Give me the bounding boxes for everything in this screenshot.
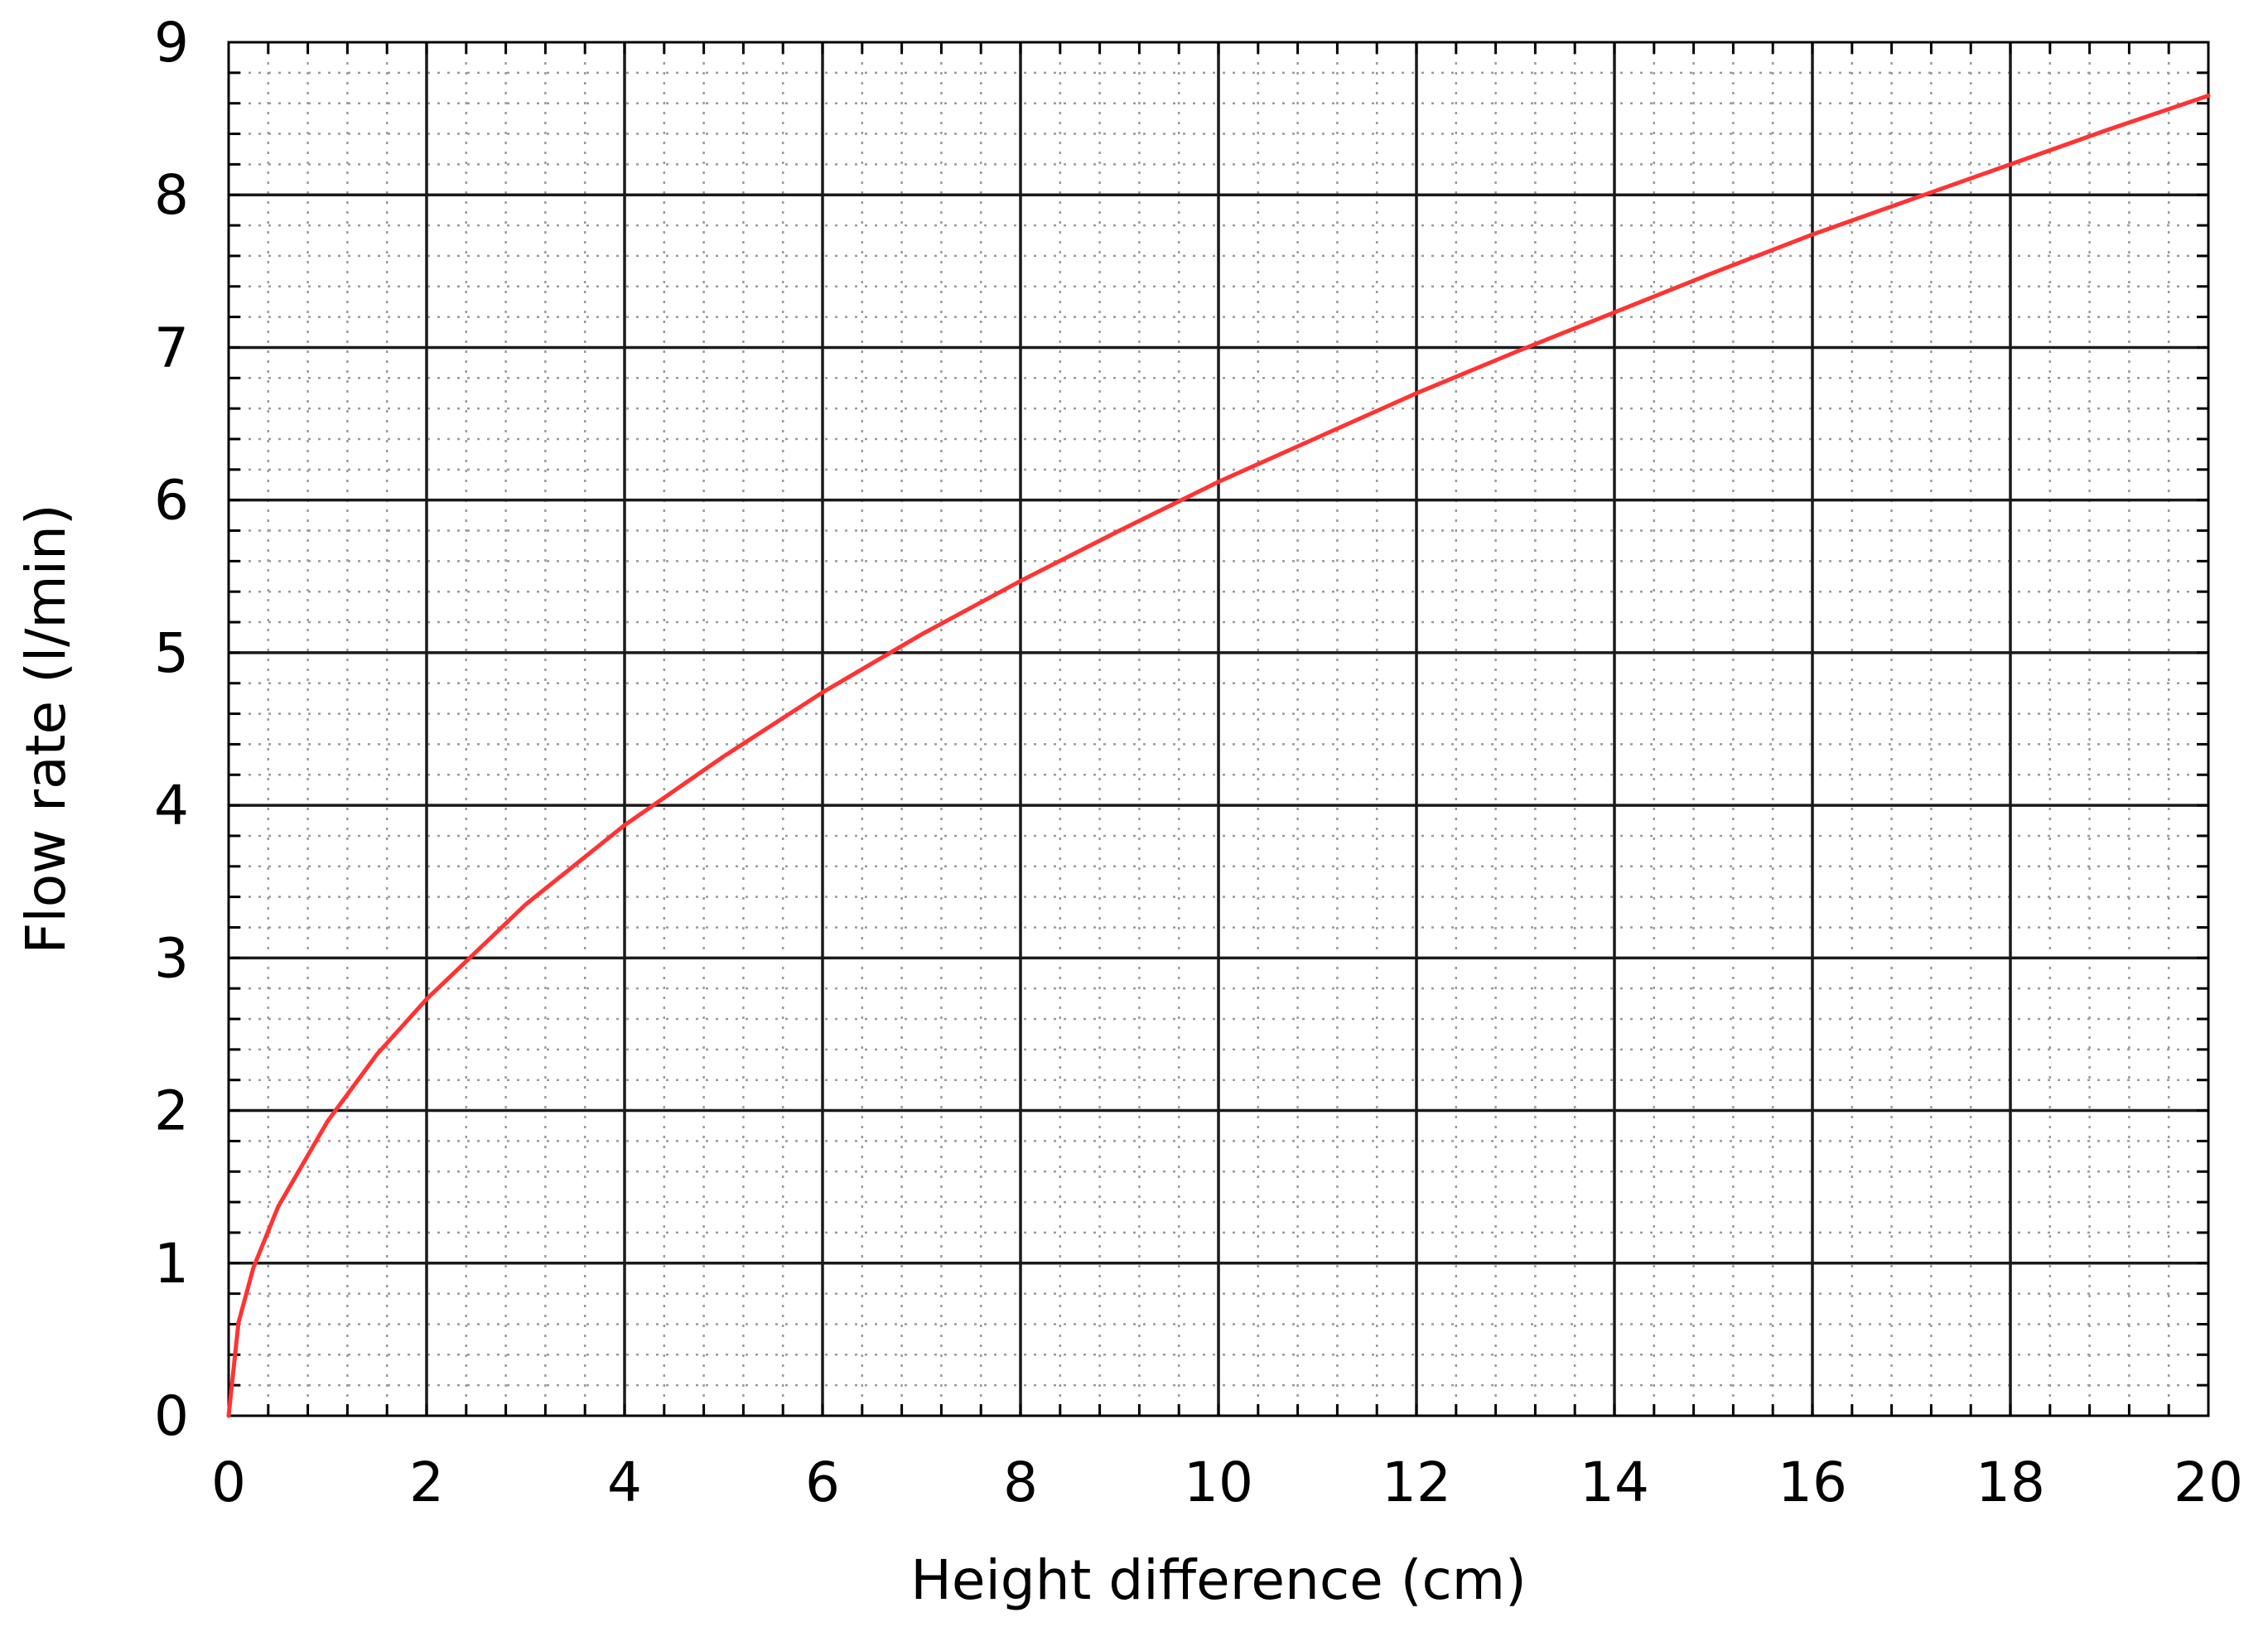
x-tick-label: 2 [409, 1451, 444, 1514]
y-tick-label: 7 [154, 316, 189, 379]
y-tick-label: 1 [154, 1232, 189, 1296]
x-tick-label: 20 [2174, 1451, 2243, 1514]
y-tick-label: 3 [154, 926, 189, 990]
x-tick-label: 16 [1778, 1451, 1847, 1514]
x-tick-label: 12 [1382, 1451, 1451, 1514]
y-tick-labels: 0 1 2 3 4 5 6 7 8 9 [154, 11, 189, 1448]
x-tick-label: 4 [607, 1451, 642, 1514]
x-tick-label: 6 [805, 1451, 840, 1514]
axis-ticks [229, 42, 2208, 1416]
x-tick-label: 14 [1580, 1451, 1649, 1514]
y-tick-label: 2 [154, 1079, 189, 1143]
x-tick-label: 18 [1976, 1451, 2045, 1514]
x-axis-title: Height difference (cm) [910, 1548, 1527, 1612]
minor-grid [229, 42, 2208, 1416]
x-tick-label: 0 [211, 1451, 246, 1514]
plot-frame [227, 41, 2210, 1417]
major-grid [229, 42, 2208, 1416]
y-tick-label: 5 [154, 621, 189, 685]
y-tick-label: 4 [154, 774, 189, 838]
y-tick-label: 8 [154, 163, 189, 227]
y-tick-label: 9 [154, 11, 189, 75]
y-tick-label: 0 [154, 1384, 189, 1448]
y-tick-label: 6 [154, 469, 189, 533]
series-layer [226, 94, 2211, 1418]
x-tick-label: 8 [1003, 1451, 1038, 1514]
series-line-0 [226, 94, 2211, 1418]
y-axis-title: Flow rate (l/min) [14, 504, 78, 954]
x-tick-label: 10 [1184, 1451, 1253, 1514]
x-tick-labels: 0 2 4 6 8 10 12 14 16 18 20 [211, 1451, 2243, 1514]
